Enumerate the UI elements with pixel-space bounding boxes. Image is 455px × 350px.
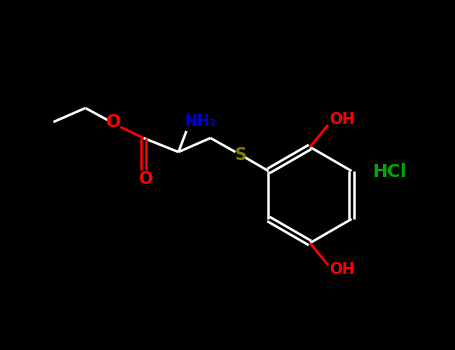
Text: NH₂: NH₂ bbox=[184, 113, 217, 128]
Text: S: S bbox=[234, 146, 247, 164]
Text: OH: OH bbox=[329, 112, 355, 127]
Text: HCl: HCl bbox=[373, 163, 407, 181]
Text: O: O bbox=[105, 113, 120, 131]
Text: OH: OH bbox=[329, 262, 355, 278]
Text: O: O bbox=[138, 170, 152, 188]
